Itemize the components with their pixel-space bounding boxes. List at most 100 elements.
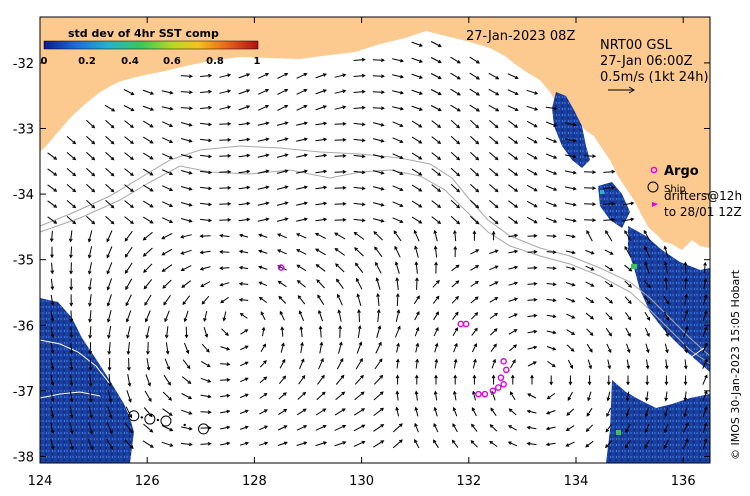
current-vector-head xyxy=(339,341,343,346)
current-vector-head xyxy=(50,350,55,355)
current-vector-head xyxy=(704,358,708,363)
current-vector xyxy=(354,232,365,240)
current-vector xyxy=(644,439,650,449)
current-vector xyxy=(392,201,403,207)
current-vector-head xyxy=(265,153,270,158)
current-vector-head xyxy=(703,277,708,282)
current-vector-head xyxy=(342,138,347,142)
current-vector xyxy=(703,262,706,274)
current-vector xyxy=(238,154,250,158)
current-vector xyxy=(452,423,458,433)
current-vector-head xyxy=(489,440,493,445)
current-vector-head xyxy=(493,328,498,332)
current-vector-head xyxy=(303,217,309,222)
current-vector xyxy=(238,218,250,222)
current-vector-head xyxy=(377,325,382,330)
current-vector-head xyxy=(169,123,174,127)
current-vector xyxy=(220,282,230,286)
current-vector-head xyxy=(418,156,423,160)
current-vector xyxy=(663,295,670,305)
current-vector-head xyxy=(586,229,590,234)
current-vector-head xyxy=(418,140,423,144)
current-vector xyxy=(490,344,497,352)
current-vector-head xyxy=(169,90,174,95)
current-vector-head xyxy=(88,398,93,403)
colorbar-title: std dev of 4hr SST comp xyxy=(68,27,219,40)
current-vector xyxy=(219,90,231,94)
current-vector xyxy=(450,215,460,225)
current-vector xyxy=(50,326,54,338)
current-vector-head xyxy=(69,270,73,275)
current-vector xyxy=(300,342,303,354)
current-vector-head xyxy=(565,443,570,447)
current-vector xyxy=(431,120,441,128)
current-vector-head xyxy=(110,188,115,193)
current-vector-head xyxy=(553,219,558,223)
current-vector-head xyxy=(456,75,461,80)
current-vector xyxy=(545,153,557,159)
current-vector-head xyxy=(302,408,307,413)
current-vector xyxy=(144,390,152,402)
current-vector xyxy=(354,391,365,401)
credit-text: © IMOS 30-Jan-2023 15:05 Hobart xyxy=(729,269,742,460)
current-vector-head xyxy=(509,391,514,396)
current-vector-head xyxy=(340,374,345,379)
current-vector xyxy=(414,311,420,321)
current-vector xyxy=(586,343,593,353)
current-vector-head xyxy=(264,425,269,429)
current-vector xyxy=(143,423,153,433)
current-vector xyxy=(125,406,132,418)
current-vector xyxy=(377,293,380,307)
current-vector-head xyxy=(222,317,227,322)
current-vector xyxy=(335,248,345,256)
current-vector-head xyxy=(88,366,93,371)
current-vector xyxy=(489,250,498,254)
current-vector xyxy=(527,314,537,318)
current-vector xyxy=(238,202,250,206)
current-vector xyxy=(415,391,418,401)
x-tick-label: 128 xyxy=(242,474,267,489)
current-vector xyxy=(238,73,250,79)
current-vector xyxy=(703,278,707,290)
current-vector xyxy=(334,232,346,240)
current-vector-head xyxy=(342,424,347,429)
current-vector-head xyxy=(572,138,577,143)
current-vector xyxy=(643,230,651,242)
current-vector-head xyxy=(703,310,708,315)
y-tick-label: -37 xyxy=(13,385,34,400)
current-vector xyxy=(545,137,557,143)
current-vector xyxy=(585,249,594,255)
current-vector-head xyxy=(72,204,77,209)
current-vector xyxy=(508,216,518,224)
current-vector xyxy=(353,107,365,109)
current-vector xyxy=(664,327,669,337)
current-vector xyxy=(411,168,422,176)
current-vector-head xyxy=(226,378,231,382)
current-vector xyxy=(585,312,594,320)
current-vector xyxy=(353,186,365,190)
current-vector xyxy=(50,278,54,290)
current-vector xyxy=(316,279,325,289)
ship-position xyxy=(160,415,172,427)
current-vector xyxy=(624,230,632,242)
current-vector-head xyxy=(704,342,708,347)
current-vector xyxy=(684,407,688,417)
current-vector xyxy=(88,246,93,258)
colorbar-tick: 0.4 xyxy=(121,56,139,67)
current-vector-head xyxy=(342,186,347,190)
current-vector xyxy=(643,280,651,288)
current-vector-head xyxy=(495,75,500,80)
current-vector-head xyxy=(208,89,213,94)
current-vector-head xyxy=(206,363,211,368)
current-vector xyxy=(315,218,327,222)
current-vector-head xyxy=(684,293,688,298)
current-vector-head xyxy=(435,326,439,331)
current-vector xyxy=(433,311,439,321)
current-vector-head xyxy=(399,203,404,207)
current-vector xyxy=(181,280,192,288)
current-vector xyxy=(203,310,208,322)
current-vector xyxy=(451,296,459,304)
current-vector-head xyxy=(50,270,55,275)
current-vector xyxy=(106,262,113,274)
argo-float xyxy=(462,320,470,328)
